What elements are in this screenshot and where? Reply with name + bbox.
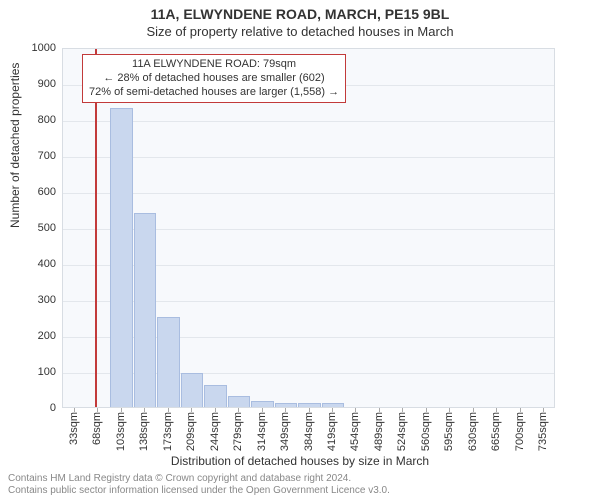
annotation-line-2: ← 28% of detached houses are smaller (60…: [89, 72, 339, 86]
x-tick-mark: [332, 408, 333, 412]
y-tick-label: 100: [6, 366, 56, 378]
chart-subtitle: Size of property relative to detached ho…: [0, 24, 600, 39]
y-tick-label: 0: [6, 402, 56, 414]
x-tick-label: 454sqm: [349, 412, 361, 451]
y-tick-label: 600: [6, 186, 56, 198]
x-tick-mark: [496, 408, 497, 412]
property-size-histogram: 11A, ELWYNDENE ROAD, MARCH, PE15 9BL Siz…: [0, 0, 600, 500]
y-tick-label: 700: [6, 150, 56, 162]
y-tick-label: 300: [6, 294, 56, 306]
histogram-bar: [204, 385, 227, 407]
histogram-bar: [251, 401, 274, 407]
y-tick-label: 500: [6, 222, 56, 234]
x-tick-label: 630sqm: [467, 412, 479, 451]
x-tick-label: 735sqm: [537, 412, 549, 451]
x-tick-label: 384sqm: [303, 412, 315, 451]
histogram-bar: [275, 403, 298, 407]
x-tick-mark: [379, 408, 380, 412]
x-tick-label: 138sqm: [138, 412, 150, 451]
x-tick-mark: [473, 408, 474, 412]
x-tick-label: 173sqm: [162, 412, 174, 451]
gridline: [63, 193, 554, 194]
y-tick-label: 1000: [6, 42, 56, 54]
histogram-bar: [181, 373, 204, 407]
x-tick-mark: [97, 408, 98, 412]
y-tick-label: 800: [6, 114, 56, 126]
x-tick-mark: [309, 408, 310, 412]
x-tick-mark: [191, 408, 192, 412]
x-tick-mark: [402, 408, 403, 412]
x-tick-mark: [355, 408, 356, 412]
annotation-line-1: 11A ELWYNDENE ROAD: 79sqm: [89, 58, 339, 72]
y-tick-label: 200: [6, 330, 56, 342]
x-tick-label: 33sqm: [68, 412, 80, 445]
x-tick-mark: [238, 408, 239, 412]
x-tick-mark: [168, 408, 169, 412]
x-axis-label: Distribution of detached houses by size …: [0, 454, 600, 468]
x-tick-mark: [74, 408, 75, 412]
x-tick-label: 524sqm: [396, 412, 408, 451]
x-tick-mark: [285, 408, 286, 412]
x-tick-label: 68sqm: [91, 412, 103, 445]
x-tick-mark: [121, 408, 122, 412]
histogram-bar: [157, 317, 180, 407]
footer-line-2: Contains public sector information licen…: [8, 485, 390, 497]
x-tick-label: 103sqm: [115, 412, 127, 451]
x-tick-label: 244sqm: [209, 412, 221, 451]
x-tick-mark: [520, 408, 521, 412]
x-tick-label: 419sqm: [326, 412, 338, 451]
x-tick-mark: [426, 408, 427, 412]
x-tick-label: 279sqm: [232, 412, 244, 451]
x-tick-label: 595sqm: [443, 412, 455, 451]
histogram-bar: [228, 396, 251, 407]
x-tick-mark: [449, 408, 450, 412]
gridline: [63, 157, 554, 158]
gridline: [63, 121, 554, 122]
license-footer: Contains HM Land Registry data © Crown c…: [8, 473, 390, 496]
chart-title: 11A, ELWYNDENE ROAD, MARCH, PE15 9BL: [0, 6, 600, 22]
histogram-bar: [322, 403, 345, 407]
x-tick-mark: [262, 408, 263, 412]
histogram-bar: [134, 213, 157, 407]
footer-line-1: Contains HM Land Registry data © Crown c…: [8, 473, 390, 485]
annotation-box: 11A ELWYNDENE ROAD: 79sqm← 28% of detach…: [82, 54, 346, 103]
annotation-line-3: 72% of semi-detached houses are larger (…: [89, 86, 339, 100]
x-tick-label: 560sqm: [420, 412, 432, 451]
x-tick-label: 349sqm: [279, 412, 291, 451]
x-tick-label: 314sqm: [256, 412, 268, 451]
x-tick-label: 665sqm: [490, 412, 502, 451]
y-tick-label: 900: [6, 78, 56, 90]
x-tick-label: 700sqm: [514, 412, 526, 451]
y-tick-label: 400: [6, 258, 56, 270]
x-tick-mark: [215, 408, 216, 412]
x-tick-label: 489sqm: [373, 412, 385, 451]
x-tick-mark: [144, 408, 145, 412]
x-tick-label: 209sqm: [185, 412, 197, 451]
histogram-bar: [298, 403, 321, 407]
x-tick-mark: [543, 408, 544, 412]
histogram-bar: [110, 108, 133, 407]
